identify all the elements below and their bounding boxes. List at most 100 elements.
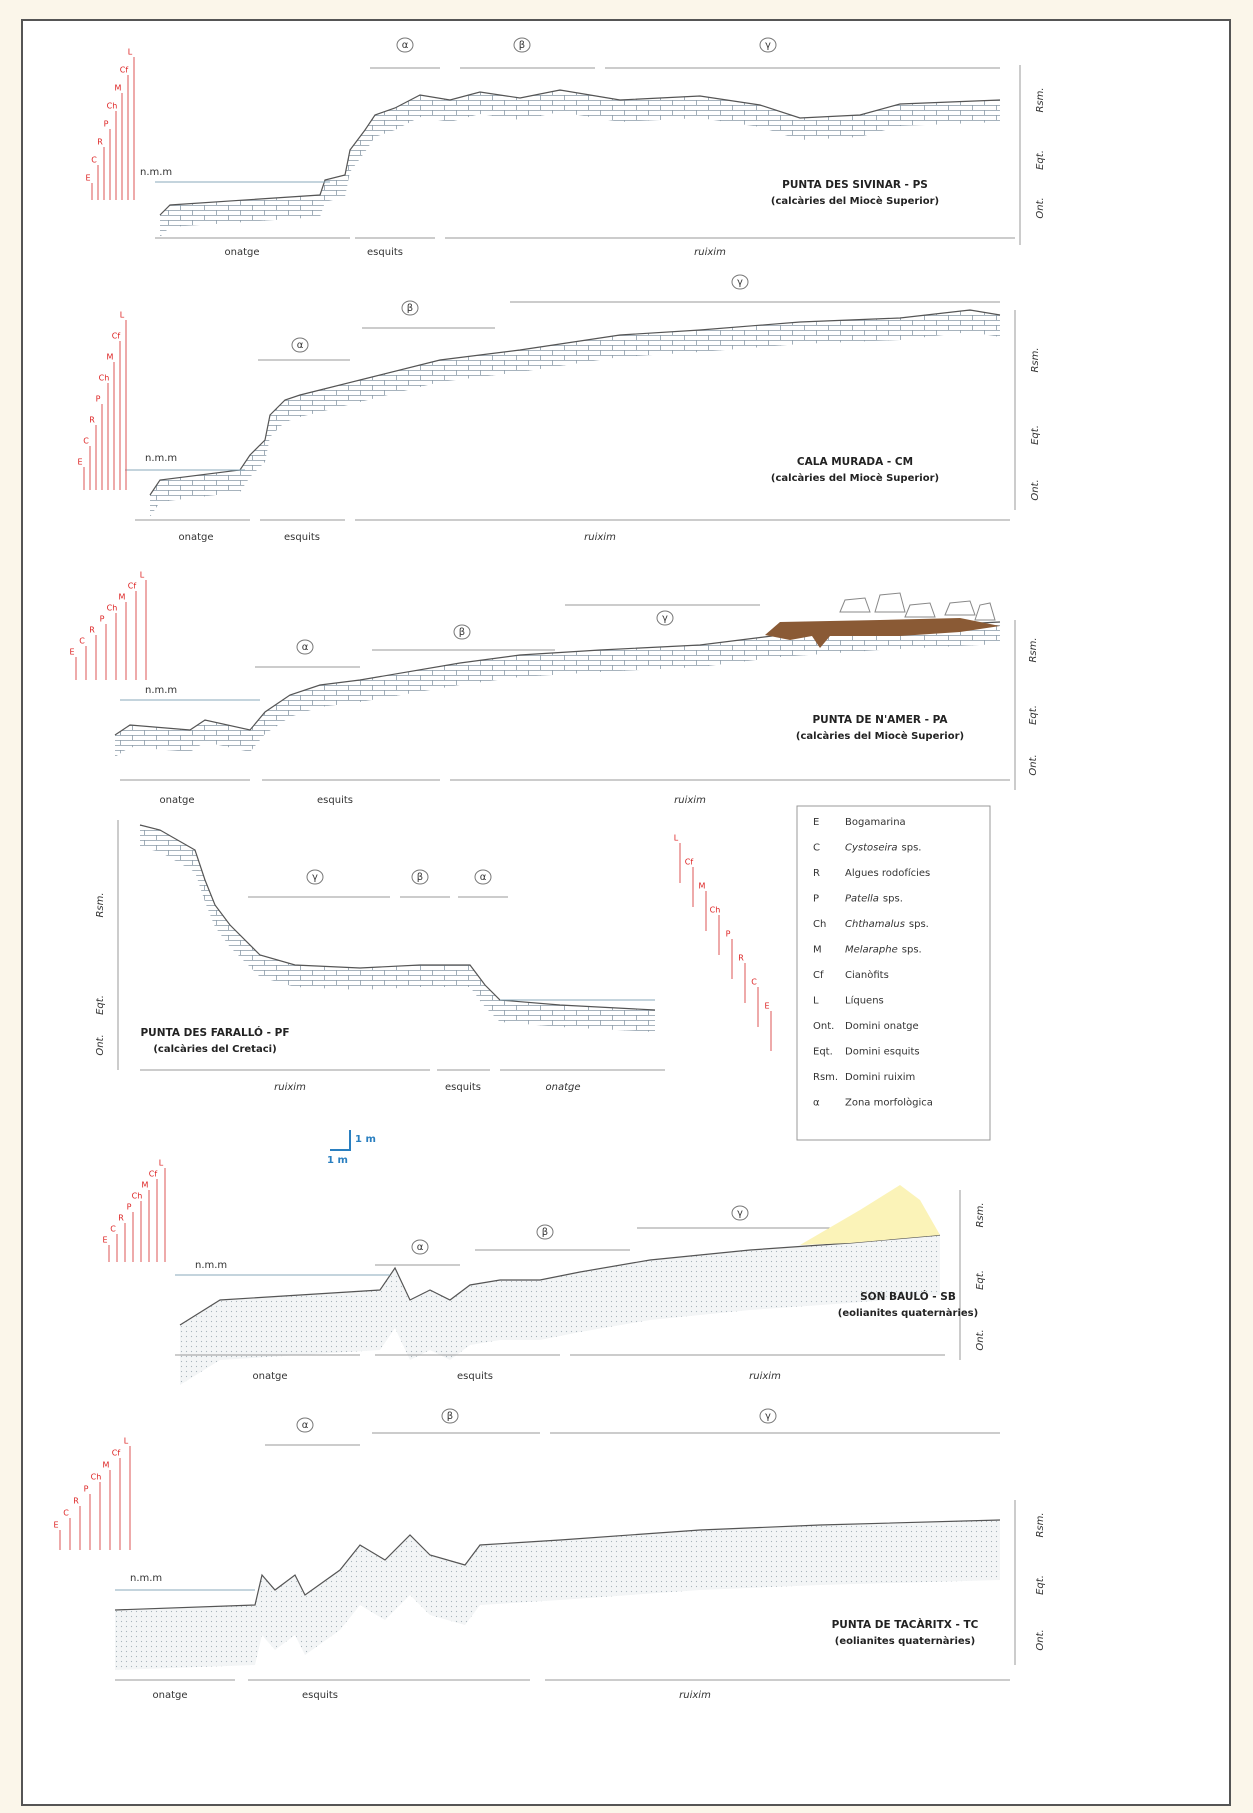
sea-level-label: n.m.m	[145, 685, 177, 696]
legend-label: Algues rodofícies	[845, 867, 930, 879]
species-code: L	[159, 1159, 164, 1168]
species-code: E	[77, 458, 82, 467]
species-code: P	[84, 1485, 89, 1494]
domain-label: Rsm.	[1030, 347, 1041, 372]
domain-label: Eqt.	[975, 1270, 986, 1290]
domain-name: ruixim	[749, 1371, 781, 1382]
domain-name: esquits	[302, 1690, 338, 1701]
species-code: P	[127, 1203, 132, 1212]
scale-vertical: 1 m	[355, 1134, 376, 1145]
domain-label: Eqt.	[1035, 150, 1046, 170]
species-code: R	[97, 138, 103, 147]
species-code: L	[128, 48, 133, 57]
domain-name: ruixim	[674, 795, 706, 806]
figure: EBogamarinaCCystoseirasps.RAlgues rodofí…	[0, 0, 1253, 1813]
profile-title: PUNTA DE TACÀRITX - TC	[832, 1618, 979, 1631]
sea-level-label: n.m.m	[195, 1260, 227, 1271]
legend-code: R	[813, 868, 820, 879]
species-code: C	[63, 1509, 69, 1518]
species-code: C	[110, 1225, 116, 1234]
legend-code: α	[813, 1098, 820, 1109]
zone-label: β	[417, 872, 423, 883]
domain-name: esquits	[367, 247, 403, 258]
domain-label: Eqt.	[1030, 425, 1041, 445]
species-code: P	[96, 395, 101, 404]
species-code: C	[79, 637, 85, 646]
legend-taxon: Chthamalus	[845, 919, 905, 930]
legend-code: M	[813, 945, 822, 956]
domain-label: Ont.	[975, 1329, 986, 1350]
species-code: Cf	[149, 1170, 158, 1179]
legend-label: Líquens	[845, 995, 884, 1007]
species-code: L	[120, 311, 125, 320]
species-code: L	[140, 571, 145, 580]
profile-title: SON BAULÓ - SB	[860, 1290, 956, 1303]
species-code: C	[91, 156, 97, 165]
zone-label: β	[407, 303, 413, 314]
sea-level-label: n.m.m	[140, 167, 172, 178]
domain-name: onatge	[252, 1371, 287, 1382]
legend-box	[797, 806, 990, 1140]
zone-label: α	[302, 642, 309, 653]
species-code: P	[100, 615, 105, 624]
legend-code: Ch	[813, 919, 826, 930]
legend-label: Domini ruixim	[845, 1072, 915, 1083]
species-code: R	[118, 1214, 124, 1223]
legend-label: sps.	[902, 945, 922, 956]
profile-subtitle: (eolianites quaternàries)	[838, 1307, 978, 1319]
zone-label: γ	[765, 40, 771, 51]
profile-subtitle: (calcàries del Miocè Superior)	[771, 472, 939, 484]
species-code: E	[69, 648, 74, 657]
species-code: Cf	[112, 1449, 121, 1458]
legend-code: Ont.	[813, 1021, 834, 1032]
profile-subtitle: (calcàries del Cretaci)	[153, 1043, 276, 1055]
profile-title: PUNTA DES FARALLÓ - PF	[140, 1026, 289, 1039]
boulder	[905, 603, 935, 617]
species-code: Ch	[107, 102, 118, 111]
legend-label: Domini esquits	[845, 1047, 920, 1058]
sea-level-label: n.m.m	[145, 453, 177, 464]
legend-taxon: Melaraphe	[845, 945, 898, 956]
profile-title: PUNTA DES SIVINAR - PS	[782, 179, 928, 191]
domain-label: Rsm.	[1028, 637, 1039, 662]
species-code: P	[104, 120, 109, 129]
species-code: M	[107, 353, 114, 362]
legend-label: Domini onatge	[845, 1021, 919, 1032]
species-code: C	[83, 437, 89, 446]
domain-name: onatge	[178, 532, 213, 543]
species-code: M	[699, 882, 706, 891]
domain-label: Eqt.	[1035, 1575, 1046, 1595]
species-code: Ch	[91, 1473, 102, 1482]
species-code: L	[124, 1437, 129, 1446]
species-code: Ch	[107, 604, 118, 613]
legend-code: P	[813, 894, 819, 905]
species-code: R	[89, 416, 95, 425]
domain-label: Rsm.	[975, 1202, 986, 1227]
species-code: Cf	[685, 858, 694, 867]
zone-label: α	[297, 340, 304, 351]
legend-taxon: Cystoseira	[845, 843, 898, 854]
domain-name: onatge	[159, 795, 194, 806]
profile-subtitle: (eolianites quaternàries)	[835, 1635, 975, 1647]
domain-label: Rsm.	[95, 892, 106, 917]
legend-taxon: Patella	[845, 894, 879, 905]
boulder	[945, 601, 975, 615]
species-code: R	[89, 626, 95, 635]
domain-label: Ont.	[1035, 1629, 1046, 1650]
legend-code: Cf	[813, 970, 824, 981]
species-code: P	[726, 930, 731, 939]
species-code: Cf	[128, 582, 137, 591]
legend-code: C	[813, 843, 820, 854]
boulder	[840, 598, 870, 612]
legend-label: sps.	[902, 843, 922, 854]
profile-subtitle: (calcàries del Miocè Superior)	[771, 195, 939, 207]
species-code: E	[102, 1236, 107, 1245]
domain-name: esquits	[445, 1082, 481, 1093]
species-code: M	[142, 1181, 149, 1190]
species-code: E	[764, 1002, 769, 1011]
species-code: E	[85, 174, 90, 183]
species-code: R	[73, 1497, 79, 1506]
species-code: E	[53, 1521, 58, 1530]
domain-name: ruixim	[679, 1690, 711, 1701]
domain-name: esquits	[284, 532, 320, 543]
